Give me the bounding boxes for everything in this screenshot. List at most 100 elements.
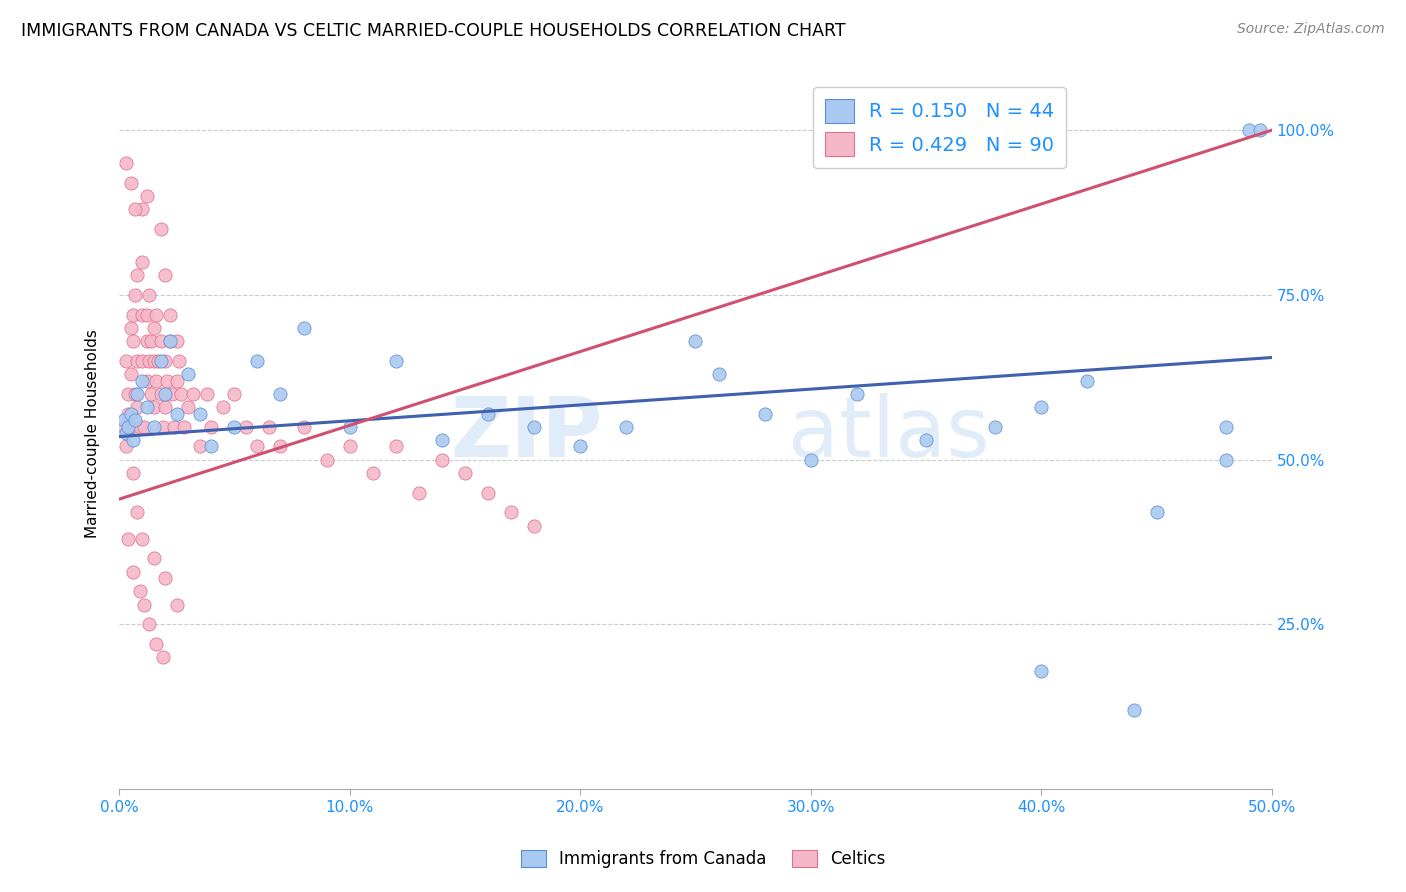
Point bbox=[614, 419, 637, 434]
Point bbox=[707, 367, 730, 381]
Point bbox=[408, 485, 430, 500]
Point bbox=[149, 386, 172, 401]
Point bbox=[117, 386, 139, 401]
Point bbox=[122, 308, 145, 322]
Point bbox=[152, 650, 174, 665]
Point bbox=[166, 407, 188, 421]
Point bbox=[361, 466, 384, 480]
Point bbox=[142, 551, 165, 566]
Point bbox=[159, 334, 181, 348]
Point bbox=[200, 440, 222, 454]
Point bbox=[224, 386, 246, 401]
Point bbox=[112, 419, 135, 434]
Text: atlas: atlas bbox=[787, 392, 990, 474]
Legend: Immigrants from Canada, Celtics: Immigrants from Canada, Celtics bbox=[515, 843, 891, 875]
Point bbox=[188, 440, 211, 454]
Point bbox=[135, 334, 157, 348]
Point bbox=[149, 222, 172, 236]
Point bbox=[115, 426, 138, 441]
Point bbox=[115, 353, 138, 368]
Point bbox=[149, 334, 172, 348]
Point bbox=[124, 386, 146, 401]
Point bbox=[163, 419, 186, 434]
Point bbox=[120, 367, 142, 381]
Point bbox=[128, 584, 150, 599]
Point bbox=[127, 386, 149, 401]
Point bbox=[173, 419, 195, 434]
Point bbox=[127, 268, 149, 282]
Point bbox=[257, 419, 280, 434]
Point bbox=[115, 440, 138, 454]
Point bbox=[153, 386, 176, 401]
Point bbox=[142, 419, 165, 434]
Text: ZIP: ZIP bbox=[451, 392, 603, 474]
Point bbox=[131, 308, 153, 322]
Point bbox=[477, 485, 499, 500]
Point bbox=[569, 440, 592, 454]
Point bbox=[117, 419, 139, 434]
Point bbox=[127, 505, 149, 519]
Point bbox=[149, 353, 172, 368]
Point bbox=[523, 518, 546, 533]
Point bbox=[131, 255, 153, 269]
Point bbox=[120, 419, 142, 434]
Point bbox=[112, 413, 135, 427]
Point bbox=[211, 400, 233, 414]
Point bbox=[153, 353, 176, 368]
Point bbox=[122, 565, 145, 579]
Point bbox=[430, 452, 453, 467]
Point bbox=[138, 353, 160, 368]
Point bbox=[115, 156, 138, 170]
Text: Source: ZipAtlas.com: Source: ZipAtlas.com bbox=[1237, 22, 1385, 37]
Point bbox=[339, 419, 361, 434]
Point bbox=[1215, 452, 1237, 467]
Point bbox=[131, 532, 153, 546]
Point bbox=[800, 452, 823, 467]
Point bbox=[430, 433, 453, 447]
Point bbox=[145, 637, 167, 651]
Point bbox=[134, 598, 156, 612]
Point bbox=[339, 440, 361, 454]
Point bbox=[1076, 374, 1098, 388]
Point bbox=[122, 334, 145, 348]
Point bbox=[148, 353, 170, 368]
Point bbox=[124, 288, 146, 302]
Point bbox=[1215, 419, 1237, 434]
Point bbox=[1122, 703, 1144, 717]
Point bbox=[499, 505, 522, 519]
Point bbox=[122, 466, 145, 480]
Point bbox=[138, 617, 160, 632]
Point bbox=[138, 288, 160, 302]
Point bbox=[170, 386, 193, 401]
Point bbox=[454, 466, 477, 480]
Point bbox=[195, 386, 218, 401]
Point bbox=[127, 400, 149, 414]
Point bbox=[135, 308, 157, 322]
Point bbox=[915, 433, 938, 447]
Point bbox=[269, 440, 291, 454]
Point bbox=[166, 598, 188, 612]
Point bbox=[120, 176, 142, 190]
Point bbox=[1146, 505, 1168, 519]
Point bbox=[177, 367, 200, 381]
Point bbox=[135, 400, 157, 414]
Y-axis label: Married-couple Households: Married-couple Households bbox=[86, 329, 100, 538]
Point bbox=[122, 433, 145, 447]
Point bbox=[159, 308, 181, 322]
Point bbox=[152, 419, 174, 434]
Point bbox=[292, 419, 315, 434]
Point bbox=[134, 419, 156, 434]
Point bbox=[142, 353, 165, 368]
Point bbox=[984, 419, 1007, 434]
Point bbox=[142, 321, 165, 335]
Point bbox=[1249, 123, 1271, 137]
Point bbox=[1031, 664, 1053, 678]
Point bbox=[145, 374, 167, 388]
Point bbox=[160, 386, 183, 401]
Point bbox=[135, 189, 157, 203]
Point bbox=[166, 334, 188, 348]
Point bbox=[292, 321, 315, 335]
Point bbox=[235, 419, 257, 434]
Point bbox=[246, 440, 269, 454]
Point bbox=[315, 452, 337, 467]
